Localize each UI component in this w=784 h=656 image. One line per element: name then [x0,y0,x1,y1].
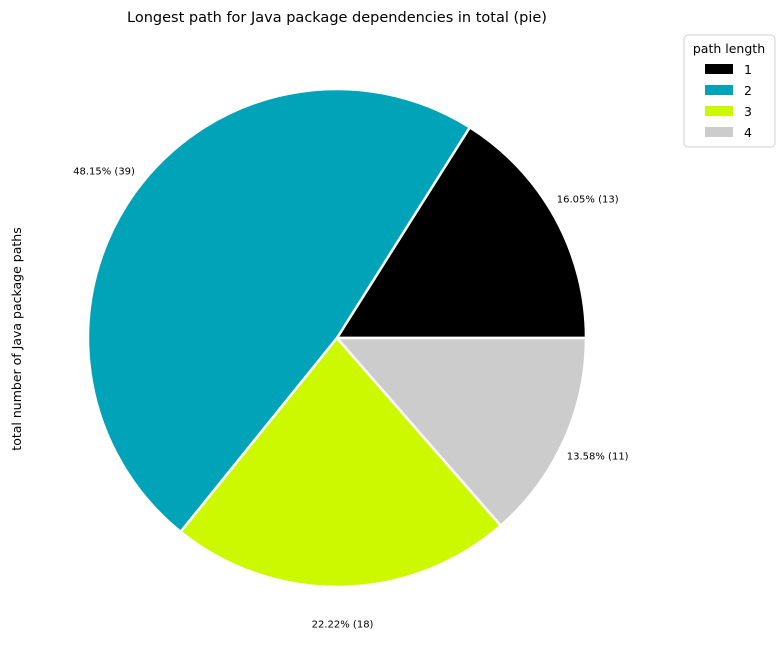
legend-label-4: 4 [744,125,752,140]
pie-slice-4 [335,336,588,527]
legend-swatch-3 [705,106,733,116]
pie-percent-labels: 16.05% (13) 48.15% (39) 22.22% (18) 13.58% … [73,166,629,630]
slice-label-4: 13.58% (11) [567,451,629,462]
legend-swatch-1 [705,64,733,74]
legend-swatch-2 [705,85,733,95]
slice-label-1: 16.05% (13) [557,195,619,206]
pie-slice-2 [86,87,472,534]
legend-label-3: 3 [744,104,752,119]
legend-items: 1 2 3 4 [705,62,752,140]
legend-swatch-4 [705,127,733,137]
pie-slice-3 [179,336,502,589]
slice-label-3: 22.22% (18) [312,619,374,630]
chart-title: Longest path for Java package dependenci… [127,10,547,26]
legend-label-2: 2 [744,83,752,98]
legend-title: path length [693,41,765,56]
pie-slices [86,87,588,589]
slice-label-2: 48.15% (39) [73,166,135,177]
legend-label-1: 1 [744,62,752,77]
y-axis-label: total number of Java package paths [9,227,24,450]
legend: path length 1 2 3 4 [683,34,776,148]
pie-slice-1 [335,126,588,340]
